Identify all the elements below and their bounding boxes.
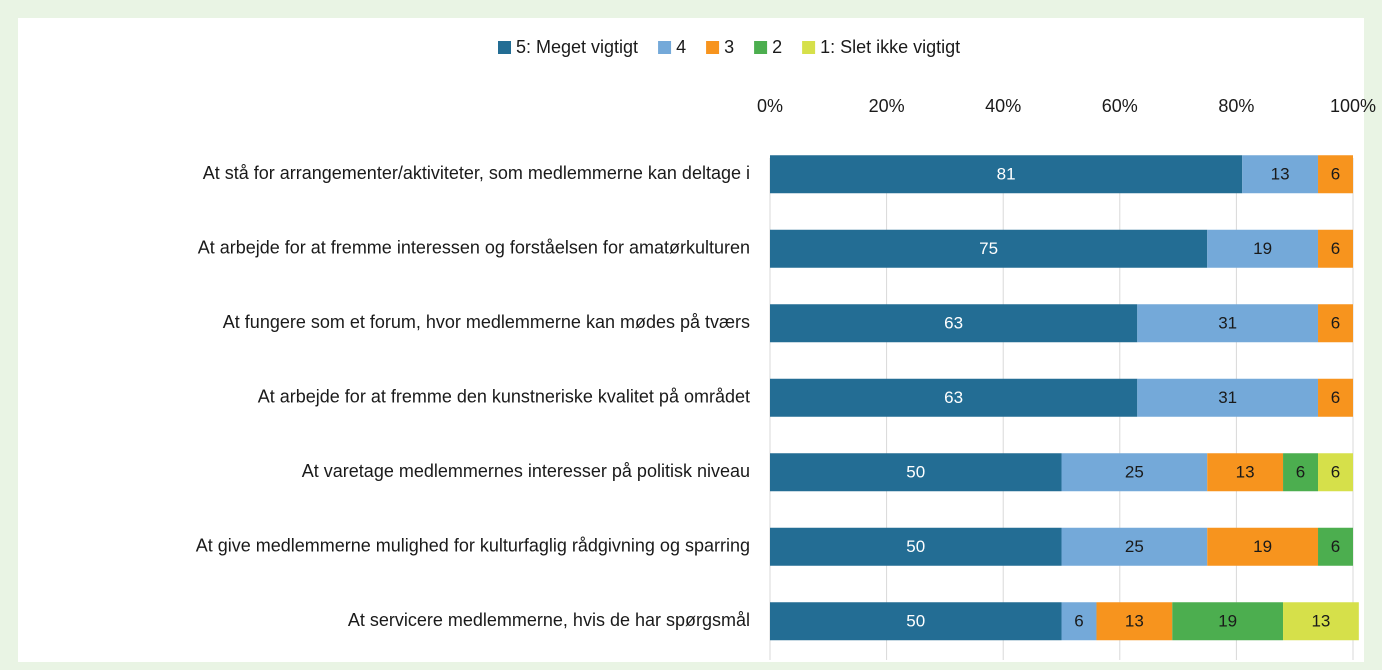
- data-label: 75: [979, 239, 998, 258]
- data-label: 19: [1253, 537, 1272, 556]
- data-label: 6: [1331, 388, 1340, 407]
- legend-label: 5: Meget vigtigt: [516, 37, 638, 57]
- bar-segment: [1318, 304, 1353, 343]
- data-label: 6: [1296, 463, 1305, 482]
- bar-segment: [1207, 229, 1319, 268]
- data-label: 6: [1331, 314, 1340, 333]
- bar-segment: [1172, 602, 1284, 641]
- data-label: 81: [997, 165, 1016, 184]
- bar-segment: [770, 527, 1062, 566]
- data-label: 50: [906, 463, 925, 482]
- legend-label: 4: [676, 37, 686, 57]
- data-label: 19: [1218, 612, 1237, 631]
- bar-segment: [1137, 378, 1319, 417]
- data-label: 13: [1311, 612, 1330, 631]
- data-label: 63: [944, 314, 963, 333]
- x-tick-label: 0%: [757, 96, 783, 116]
- legend-label: 3: [724, 37, 734, 57]
- data-label: 19: [1253, 239, 1272, 258]
- bar-segment: [1061, 527, 1208, 566]
- category-label: At give medlemmerne mulighed for kulturf…: [196, 536, 750, 556]
- x-tick-label: 60%: [1102, 96, 1138, 116]
- data-label: 25: [1125, 463, 1144, 482]
- bar-segment: [1318, 229, 1353, 268]
- bar-segment: [770, 602, 1062, 641]
- data-label: 50: [906, 612, 925, 631]
- legend-swatch: [802, 41, 816, 54]
- x-tick-label: 80%: [1218, 96, 1254, 116]
- legend-label: 1: Slet ikke vigtigt: [820, 37, 960, 57]
- bar-segment: [1318, 527, 1353, 566]
- bar-segment: [1137, 304, 1319, 343]
- legend-swatch: [754, 41, 768, 54]
- category-label: At servicere medlemmerne, hvis de har sp…: [348, 610, 750, 630]
- bar-segment: [1096, 602, 1173, 641]
- bar-segment: [1283, 602, 1359, 641]
- bar-segment: [770, 229, 1208, 268]
- data-label: 13: [1236, 463, 1255, 482]
- category-label: At stå for arrangementer/aktiviteter, so…: [203, 163, 750, 183]
- data-label: 13: [1125, 612, 1144, 631]
- data-label: 6: [1331, 239, 1340, 258]
- data-label: 6: [1074, 612, 1083, 631]
- legend-swatch: [706, 41, 720, 54]
- category-label: At fungere som et forum, hvor medlemmern…: [223, 312, 750, 332]
- x-tick-label: 100%: [1330, 96, 1376, 116]
- x-tick-label: 40%: [985, 96, 1021, 116]
- data-label: 6: [1331, 165, 1340, 184]
- category-label: At arbejde for at fremme den kunstnerisk…: [258, 387, 750, 407]
- legend-swatch: [498, 41, 511, 54]
- bar-segment: [1283, 453, 1319, 492]
- legend-swatch: [658, 41, 672, 54]
- legend-label: 2: [772, 37, 782, 57]
- bar-segment: [1318, 155, 1353, 194]
- bar-segment: [770, 304, 1138, 343]
- bar-segment: [1207, 453, 1284, 492]
- data-label: 6: [1331, 463, 1340, 482]
- data-label: 31: [1218, 388, 1237, 407]
- data-label: 6: [1331, 537, 1340, 556]
- bar-segment: [770, 155, 1243, 194]
- bar-segment: [1207, 527, 1319, 566]
- data-label: 31: [1218, 314, 1237, 333]
- category-label: At arbejde for at fremme interessen og f…: [198, 238, 750, 258]
- data-label: 25: [1125, 537, 1144, 556]
- bar-segment: [770, 378, 1138, 417]
- bar-segment: [1061, 453, 1208, 492]
- bar-segment: [770, 453, 1062, 492]
- category-label: At varetage medlemmernes interesser på p…: [302, 461, 750, 481]
- x-tick-label: 20%: [869, 96, 905, 116]
- data-label: 13: [1271, 165, 1290, 184]
- bar-segment: [1061, 602, 1097, 641]
- data-label: 50: [906, 537, 925, 556]
- bar-segment: [1318, 453, 1353, 492]
- bar-segment: [1242, 155, 1319, 194]
- bar-segment: [1318, 378, 1353, 417]
- data-label: 63: [944, 388, 963, 407]
